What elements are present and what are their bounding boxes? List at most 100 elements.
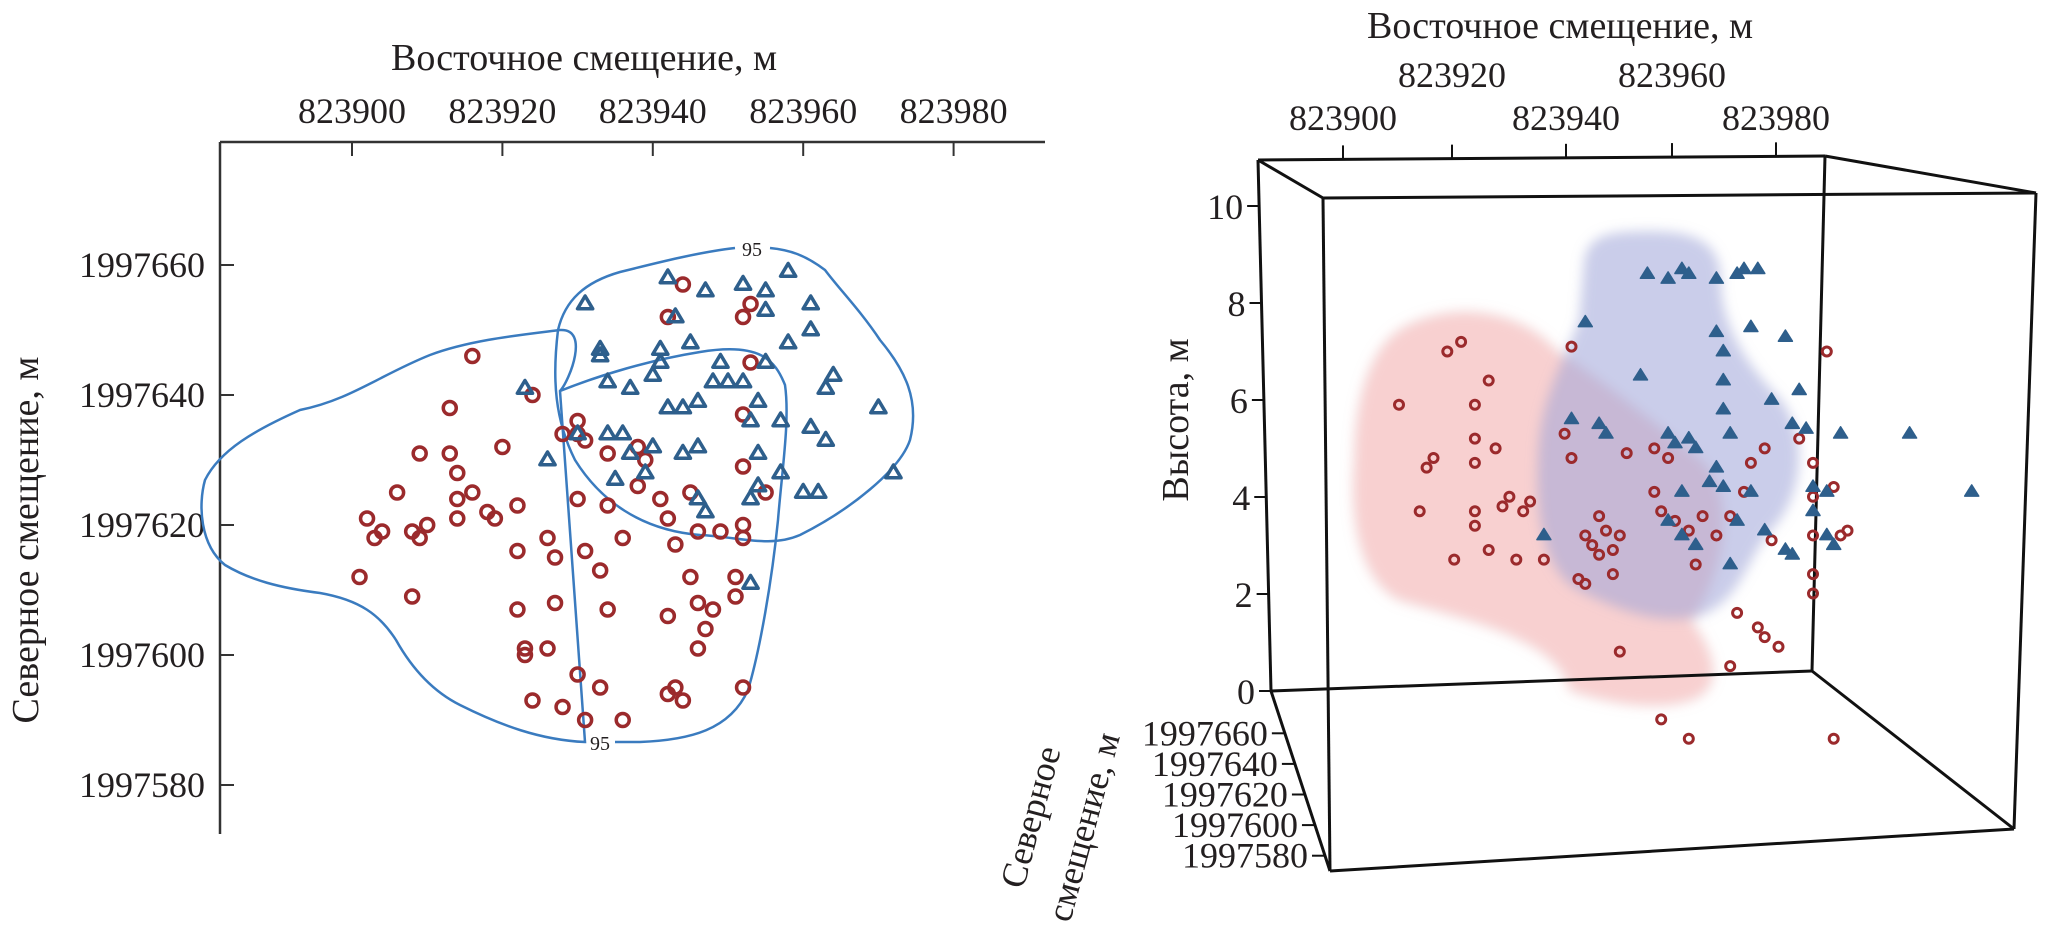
point-triangle	[778, 261, 798, 279]
point-triangle	[771, 411, 790, 428]
point-circle	[494, 438, 511, 456]
point-triangle-3d	[1784, 416, 1801, 430]
point-circle-3d	[1807, 568, 1819, 581]
left-y-tick-label: 1997580	[79, 765, 205, 805]
point-circle	[697, 620, 714, 638]
point-circle-3d	[1793, 432, 1806, 445]
point-triangle	[643, 437, 663, 454]
point-triangle	[658, 398, 678, 415]
point-triangle-3d	[1687, 440, 1704, 454]
point-triangle-3d	[1591, 416, 1607, 430]
point-triangle-3d	[1687, 537, 1704, 551]
point-triangle-3d	[1901, 426, 1918, 439]
point-triangle	[658, 268, 678, 285]
point-circle	[464, 347, 481, 365]
point-circle	[667, 679, 684, 696]
point-triangle	[718, 372, 738, 389]
point-circle-3d	[1744, 456, 1757, 469]
point-triangle-3d	[1743, 484, 1759, 497]
point-triangle	[650, 339, 670, 357]
point-triangle-3d	[1660, 513, 1676, 526]
left-y-tick-labels: 1997660 1997640 1997620 1997600 1997580	[79, 245, 205, 805]
point-circle-3d	[1655, 713, 1668, 726]
point-circle-3d	[1482, 543, 1495, 556]
point-circle-3d	[1613, 529, 1626, 542]
point-circle-3d	[1662, 452, 1675, 464]
point-circle-3d	[1420, 461, 1433, 474]
point-circle-3d	[1558, 427, 1571, 440]
point-circle-3d	[1448, 553, 1461, 566]
point-circle-3d	[1758, 442, 1771, 455]
point-circle	[539, 529, 556, 547]
point-triangle	[801, 320, 821, 337]
point-circle	[449, 510, 466, 527]
left-y-axis-title: Северное смещение, м	[5, 357, 47, 724]
point-triangle	[538, 450, 557, 467]
left-axis-ticks	[220, 142, 955, 786]
point-triangle	[711, 352, 730, 370]
point-triangle-3d	[1681, 430, 1697, 444]
point-triangle-3d	[1563, 411, 1580, 425]
point-triangle	[816, 430, 836, 448]
point-triangle	[801, 417, 821, 435]
point-triangle-3d	[1674, 484, 1690, 497]
point-triangle-3d	[1791, 382, 1807, 396]
right-y-tick-label: 1997660	[1142, 713, 1268, 753]
point-circle-3d	[1648, 442, 1661, 455]
point-triangle	[613, 424, 633, 441]
point-circle	[449, 464, 466, 482]
point-triangle	[620, 378, 640, 396]
contour-circles-95	[200, 328, 788, 744]
point-circle	[599, 601, 616, 618]
right-z-tick-label: 2	[1235, 575, 1253, 615]
point-triangle	[778, 333, 798, 350]
point-circle	[546, 549, 564, 566]
left-x-tick-label: 823940	[599, 91, 707, 131]
point-triangle	[688, 489, 708, 506]
point-triangle	[696, 281, 715, 298]
point-triangle	[673, 398, 693, 415]
point-triangle	[741, 489, 760, 506]
left-x-tick-label: 823900	[298, 91, 406, 131]
point-circle	[674, 692, 692, 709]
point-circle	[591, 562, 609, 579]
point-circle	[569, 490, 586, 508]
point-circle	[388, 484, 406, 501]
right-y-tick-label: 1997600	[1172, 805, 1298, 845]
point-circle-3d	[1427, 452, 1440, 464]
point-triangle	[733, 274, 753, 292]
point-circle-3d	[1524, 495, 1537, 508]
point-circle-3d	[1689, 558, 1702, 571]
point-triangle-3d	[1784, 547, 1801, 560]
point-circle	[734, 529, 752, 547]
point-triangle	[681, 333, 700, 350]
point-circle-3d	[1482, 374, 1495, 387]
point-circle	[689, 594, 707, 612]
point-triangle-3d	[1715, 372, 1732, 386]
point-circle-3d	[1496, 500, 1509, 513]
point-circle	[727, 568, 744, 586]
point-triangle	[575, 294, 595, 311]
contour-label-top: 95	[742, 239, 762, 261]
point-triangle	[666, 307, 685, 324]
point-circle	[418, 516, 436, 534]
point-triangle	[741, 573, 760, 591]
point-circle-3d	[1820, 345, 1833, 358]
point-circle	[674, 276, 692, 293]
point-circle	[742, 354, 759, 371]
right-y-tick-label: 1997620	[1162, 775, 1288, 815]
point-circle	[734, 308, 752, 326]
point-circle-3d	[1606, 543, 1619, 556]
point-circle-3d	[1807, 456, 1819, 469]
point-circle	[591, 679, 609, 696]
point-circle	[569, 666, 586, 683]
point-circle	[734, 458, 752, 475]
point-circle-3d	[1655, 505, 1668, 518]
point-triangle	[771, 463, 790, 480]
point-triangle	[756, 300, 775, 318]
left-x-tick-label: 823920	[448, 91, 556, 131]
bounding-box	[1256, 154, 2038, 873]
point-circle	[441, 445, 459, 462]
